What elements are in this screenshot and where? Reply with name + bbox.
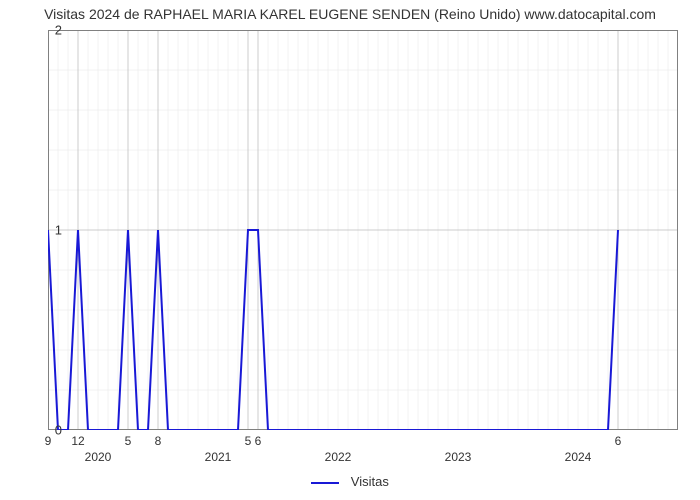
chart-legend: Visitas bbox=[0, 474, 700, 489]
chart-plot-area bbox=[48, 30, 678, 430]
x-tick-label: 12 bbox=[71, 434, 84, 448]
legend-line-swatch bbox=[311, 482, 339, 484]
x-tick-label: 6 bbox=[255, 434, 262, 448]
x-year-label: 2024 bbox=[565, 450, 592, 464]
x-year-label: 2021 bbox=[205, 450, 232, 464]
x-year-label: 2022 bbox=[325, 450, 352, 464]
chart-svg bbox=[48, 30, 678, 430]
legend-label: Visitas bbox=[351, 474, 389, 489]
x-tick-label: 8 bbox=[155, 434, 162, 448]
y-tick-label: 2 bbox=[42, 23, 62, 38]
x-tick-label: 9 bbox=[45, 434, 52, 448]
x-year-label: 2020 bbox=[85, 450, 112, 464]
x-tick-label: 5 bbox=[245, 434, 252, 448]
chart-container: Visitas 2024 de RAPHAEL MARIA KAREL EUGE… bbox=[0, 0, 700, 500]
x-year-label: 2023 bbox=[445, 450, 472, 464]
x-tick-label: 6 bbox=[615, 434, 622, 448]
x-tick-label: 5 bbox=[125, 434, 132, 448]
y-tick-label: 1 bbox=[42, 223, 62, 238]
chart-title: Visitas 2024 de RAPHAEL MARIA KAREL EUGE… bbox=[0, 0, 700, 22]
